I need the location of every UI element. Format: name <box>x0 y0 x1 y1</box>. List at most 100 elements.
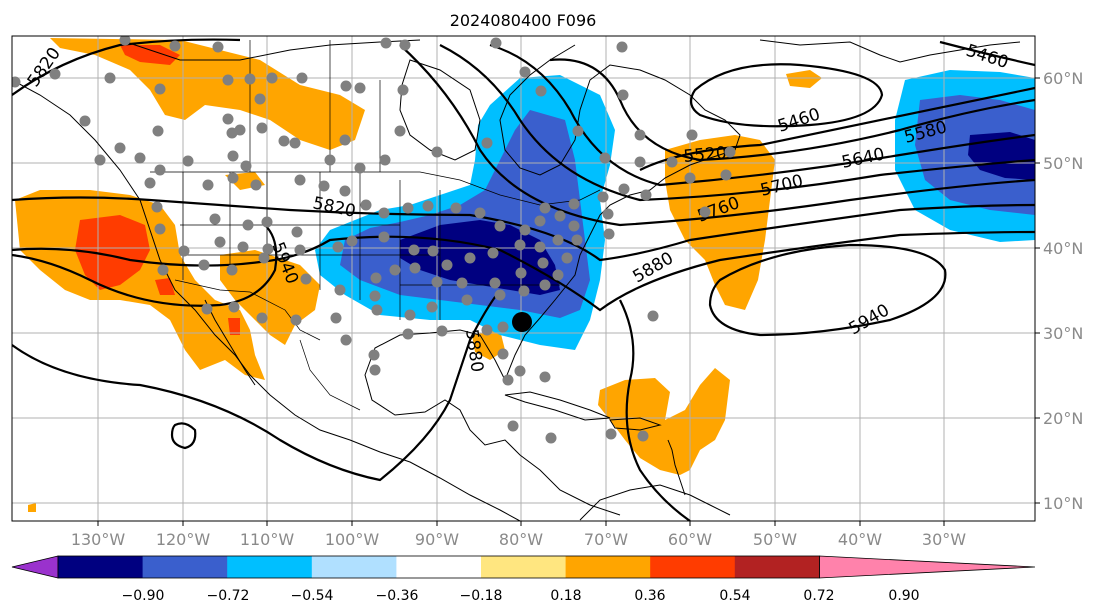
station-dot <box>226 264 238 276</box>
station-dot <box>278 135 290 147</box>
station-dot <box>408 244 420 256</box>
station-dot <box>507 420 519 432</box>
station-dot <box>380 37 392 49</box>
station-dot <box>209 213 221 225</box>
station-dot <box>494 220 506 232</box>
station-dot <box>539 371 551 383</box>
station-dot <box>497 348 509 360</box>
station-dot <box>227 172 239 184</box>
anomaly-negative-region <box>968 132 1035 180</box>
station-dot <box>94 154 106 166</box>
anomaly-positive-region <box>50 38 365 150</box>
station-dot <box>431 276 443 288</box>
colorbar-segment <box>58 556 144 578</box>
station-dot <box>552 234 564 246</box>
station-dot <box>461 294 473 306</box>
station-dot <box>300 273 312 285</box>
station-dot <box>539 202 551 214</box>
station-dot <box>554 210 566 222</box>
station-dot <box>152 125 164 137</box>
station-dot <box>201 303 213 315</box>
station-dot <box>426 301 438 313</box>
coastline-greenland <box>759 39 1021 63</box>
map-title: 2024080400 F096 <box>450 11 597 30</box>
contour-5580 <box>549 58 1035 162</box>
station-dot <box>104 72 116 84</box>
station-dot <box>686 129 698 141</box>
station-dot <box>378 231 390 243</box>
station-dot <box>490 37 502 49</box>
station-dot <box>154 223 166 235</box>
lon-label: 120°W <box>156 530 211 549</box>
colorbar-tick-label: 0.36 <box>634 588 665 604</box>
border-mexico-state <box>299 339 361 411</box>
station-dot <box>441 259 453 271</box>
colorbar-tick-labels: −0.90 −0.72 −0.54 −0.36 −0.18 0.18 0.36 … <box>122 588 920 604</box>
station-dot <box>339 185 351 197</box>
coastline-hispaniola <box>609 417 662 431</box>
station-dot <box>379 154 391 166</box>
station-dot <box>339 134 351 146</box>
anomaly-strong-positive-region <box>120 45 180 65</box>
station-dot <box>637 430 649 442</box>
station-dot <box>226 127 238 139</box>
contour-5640 <box>489 43 1035 187</box>
contour-5880 <box>12 230 1035 312</box>
coastline-hudson-bay <box>399 59 481 161</box>
lon-label: 70°W <box>584 530 628 549</box>
coastline-gulf-atlantic <box>364 234 621 516</box>
station-dot <box>389 264 401 276</box>
station-dot <box>256 312 268 324</box>
station-dot <box>487 247 499 259</box>
station-dot <box>431 146 443 158</box>
station-dot <box>250 179 262 191</box>
station-dot <box>537 257 549 269</box>
colorbar-tick-label: −0.54 <box>291 588 334 604</box>
station-dot <box>404 309 416 321</box>
station-dot <box>720 169 732 181</box>
station-dot <box>399 39 411 51</box>
coastline-baja <box>204 299 256 386</box>
border-us-canada <box>150 171 601 206</box>
lon-label: 80°W <box>499 530 543 549</box>
station-dot <box>518 285 530 297</box>
colorbar-segment <box>311 556 397 578</box>
station-dot <box>552 269 564 281</box>
colorbar-tick-label: 0.72 <box>803 588 834 604</box>
lon-label: 100°W <box>325 530 380 549</box>
contour-5820 <box>12 196 1035 262</box>
station-dot <box>450 202 462 214</box>
station-dot <box>369 364 381 376</box>
lon-label: 50°W <box>753 530 797 549</box>
station-dot <box>134 152 146 164</box>
station-dot <box>568 220 580 232</box>
station-dot <box>198 259 210 271</box>
station-dot <box>214 236 226 248</box>
station-dot <box>354 162 366 174</box>
station-dot <box>360 199 372 211</box>
contour-5940-east <box>708 243 947 337</box>
colorbar-segment <box>650 556 736 578</box>
lat-label: 20°N <box>1043 409 1083 428</box>
colorbar-tick-label: 0.90 <box>888 588 919 604</box>
station-dot <box>182 155 194 167</box>
station-dot <box>290 314 302 326</box>
station-dot <box>640 189 652 201</box>
station-dot <box>481 137 493 149</box>
station-dot <box>262 243 274 255</box>
station-dot <box>519 66 531 78</box>
colorbar-extension-low <box>11 555 59 579</box>
station-dot <box>354 82 366 94</box>
station-dot <box>617 89 629 101</box>
station-dot <box>572 125 584 137</box>
colorbar-frame <box>57 555 820 579</box>
station-dot <box>422 200 434 212</box>
station-dot <box>242 219 254 231</box>
station-dot <box>539 279 551 291</box>
station-dot <box>202 179 214 191</box>
coastline-arctic <box>119 39 421 61</box>
contour-label-5640: 5640 <box>840 144 886 173</box>
colorbar-tick-label: 0.18 <box>550 588 581 604</box>
station-dot <box>514 365 526 377</box>
station-dot <box>254 93 266 105</box>
